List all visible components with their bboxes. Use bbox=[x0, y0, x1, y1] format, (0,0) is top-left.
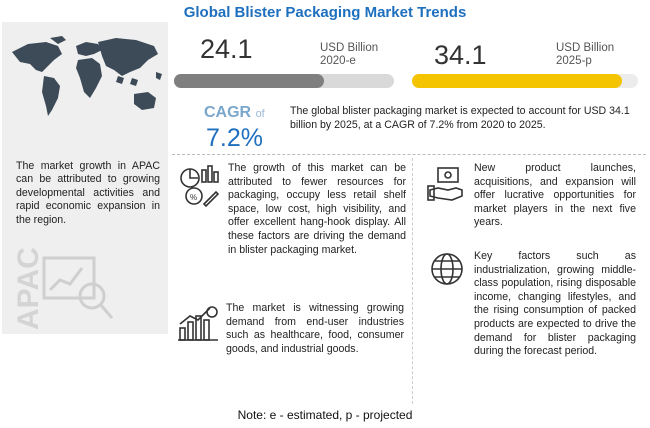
start-period: 2020-e bbox=[320, 55, 356, 67]
section-divider bbox=[172, 154, 646, 155]
drivers-text: The growth of this market can be attribu… bbox=[228, 162, 406, 256]
globe-icon bbox=[431, 253, 463, 285]
money-hand-icon bbox=[427, 167, 463, 201]
start-bar bbox=[174, 74, 394, 88]
end-bar bbox=[412, 74, 638, 88]
end-bar-fill bbox=[412, 74, 623, 88]
bar-growth-icon bbox=[178, 306, 218, 341]
opportunities-text: New product launches, acquisitions, and … bbox=[474, 162, 636, 229]
svg-text:%: % bbox=[190, 193, 197, 202]
start-unit: USD Billion bbox=[320, 42, 379, 54]
footnote: Note: e - estimated, p - projected bbox=[237, 408, 413, 422]
svg-text:APAC: APAC bbox=[12, 247, 44, 330]
end-unit: USD Billion bbox=[556, 42, 615, 54]
column-divider bbox=[412, 158, 413, 404]
cagr-label: CAGR of bbox=[204, 104, 265, 121]
start-bar-fill bbox=[174, 74, 324, 88]
cagr-value: 7.2% bbox=[206, 124, 263, 152]
factors-text: Key factors such as industrialization, g… bbox=[474, 250, 636, 358]
percent-chart-icon: % bbox=[180, 165, 220, 208]
apac-watermark: APAC bbox=[12, 247, 44, 330]
apac-description: The market growth in APAC can be attribu… bbox=[16, 160, 160, 226]
world-map-icon bbox=[12, 36, 162, 116]
demand-text: The market is witnessing growing demand … bbox=[226, 302, 404, 355]
apac-panel: The market growth in APAC can be attribu… bbox=[2, 22, 168, 334]
market-summary: The global blister packaging market is e… bbox=[290, 105, 630, 131]
end-value: 34.1 bbox=[434, 40, 487, 70]
start-value: 24.1 bbox=[200, 34, 253, 64]
growth-chart-icon bbox=[42, 256, 114, 319]
end-period: 2025-p bbox=[556, 55, 592, 67]
page-title: Global Blister Packaging Market Trends bbox=[183, 4, 467, 21]
